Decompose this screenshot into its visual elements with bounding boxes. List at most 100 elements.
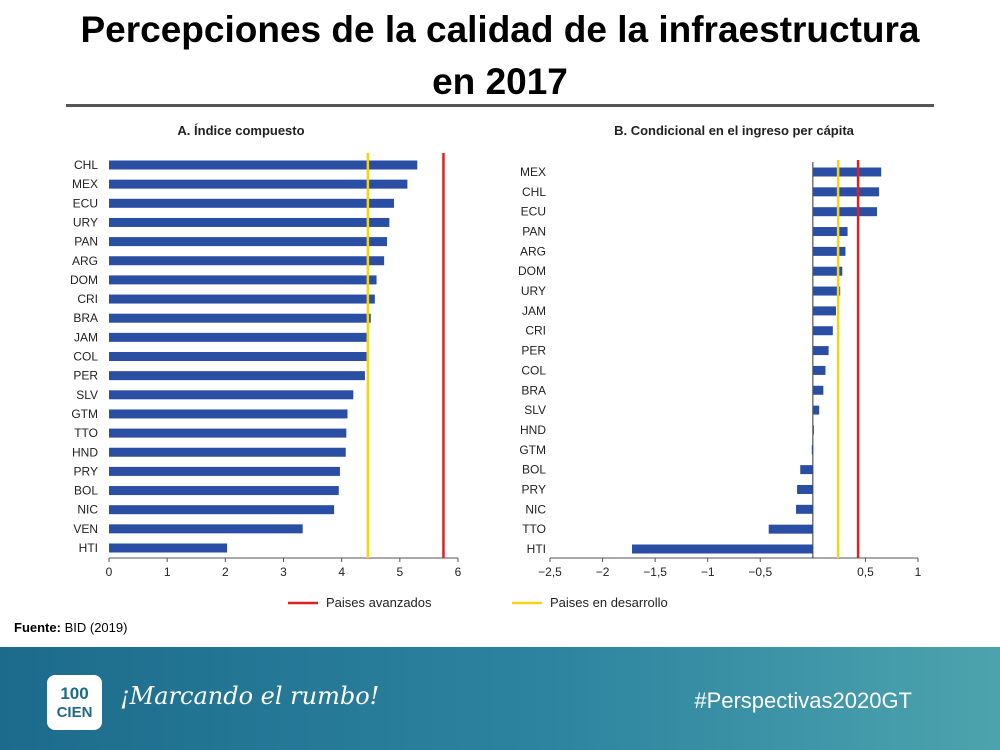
- chart-a-category-label: ECU: [73, 196, 98, 210]
- chart-a-x-tick-label: 3: [280, 565, 287, 579]
- chart-b-bar-nic: [796, 504, 813, 514]
- chart-b-category-label: URY: [521, 284, 546, 298]
- chart-b-bar-hnd: [812, 425, 814, 435]
- chart-a-bar-gtm: [109, 409, 348, 419]
- chart-a-bar-pry: [109, 466, 340, 476]
- chart-a-title: A. Índice compuesto: [177, 123, 304, 138]
- chart-b-x-tick-label: −0,5: [748, 565, 772, 579]
- chart-a-bar-chl: [109, 160, 418, 170]
- chart-b-category-label: SLV: [524, 403, 546, 417]
- chart-b-bar-gtm: [811, 445, 813, 455]
- chart-a-category-label: TTO: [74, 426, 98, 440]
- chart-a-bar-hti: [109, 543, 228, 553]
- chart-a-x-tick-label: 1: [164, 565, 171, 579]
- chart-b-category-label: HND: [520, 423, 546, 437]
- chart-a-x-tick-label: 4: [338, 565, 345, 579]
- chart-a-category-label: BRA: [73, 311, 98, 325]
- chart-b-category-label: BRA: [521, 383, 546, 397]
- source-note: Fuente: BID (2019): [14, 620, 127, 635]
- chart-b-bar-pan: [812, 227, 848, 237]
- chart-b-bar-arg: [812, 246, 846, 256]
- chart-a-x-tick-label: 6: [455, 565, 462, 579]
- cien-logo: 100 CIEN: [47, 675, 102, 730]
- chart-a-bar-ecu: [109, 198, 395, 208]
- chart-b-bar-col: [812, 365, 826, 375]
- chart-b-category-label: CHL: [522, 185, 546, 199]
- source-value: BID (2019): [64, 620, 128, 635]
- legend: Paises avanzados Paises en desarrollo: [288, 595, 668, 610]
- chart-b-category-label: PER: [521, 344, 546, 358]
- chart-a-bar-arg: [109, 256, 385, 266]
- logo-top-text: 100: [60, 684, 88, 703]
- chart-b-bar-bra: [812, 385, 824, 395]
- chart-b-bar-dom: [812, 266, 843, 276]
- chart-a-category-label: CRI: [77, 292, 98, 306]
- chart-b-category-label: HTI: [527, 542, 546, 556]
- chart-b: MEX CHL ECU PAN ARG DOM URY JAM CRI PER COL BRA SLV H…: [518, 160, 922, 579]
- chart-a-bar-hnd: [109, 447, 346, 457]
- chart-b-category-label: ECU: [521, 205, 546, 219]
- chart-a-category-label: PER: [73, 369, 98, 383]
- chart-a-x-tick-label: 2: [222, 565, 229, 579]
- chart-b-x-tick-label: −1: [701, 565, 715, 579]
- chart-a-category-label: COL: [73, 350, 98, 364]
- chart-b-x-tick-label: −2,5: [538, 565, 562, 579]
- chart-a-bar-col: [109, 352, 367, 361]
- logo-bottom-text: CIEN: [57, 704, 93, 721]
- chart-b-title: B. Condicional en el ingreso per cápita: [614, 123, 855, 138]
- chart-b-category-label: PRY: [522, 482, 546, 496]
- chart-a-category-label: URY: [73, 215, 98, 229]
- chart-a-bar-tto: [109, 428, 347, 438]
- chart-a-bar-bol: [109, 486, 339, 496]
- chart-a-bar-jam: [109, 332, 367, 342]
- chart-a-category-label: CHL: [74, 158, 98, 172]
- chart-b-category-label: TTO: [522, 522, 546, 536]
- chart-a: CHL MEX ECU URY PAN ARG DOM CRI BRA JAM COL PER SLV G…: [70, 153, 462, 579]
- chart-a-category-label: NIC: [77, 503, 98, 517]
- legend-developing-label: Paises en desarrollo: [550, 595, 668, 610]
- chart-b-bar-pry: [797, 484, 813, 494]
- chart-a-bar-bra: [109, 313, 371, 323]
- chart-b-category-label: NIC: [525, 502, 546, 516]
- chart-a-category-label: HTI: [79, 541, 98, 555]
- slogan: ¡Marcando el rumbo!: [120, 682, 380, 710]
- title-divider: [66, 104, 934, 107]
- chart-b-x-tick-label: −1,5: [643, 565, 667, 579]
- chart-b-category-label: BOL: [522, 463, 546, 477]
- chart-a-x-tick-label: 0: [106, 565, 113, 579]
- chart-b-category-label: CRI: [525, 324, 546, 338]
- chart-a-bar-ury: [109, 217, 390, 227]
- legend-advanced-label: Paises avanzados: [326, 595, 432, 610]
- chart-b-bar-cri: [812, 326, 833, 336]
- chart-b-category-label: JAM: [522, 304, 546, 318]
- slide-title-line2: en 2017: [432, 61, 568, 102]
- chart-a-category-label: ARG: [72, 254, 98, 268]
- chart-a-category-label: DOM: [70, 273, 98, 287]
- chart-b-category-label: COL: [521, 363, 546, 377]
- chart-a-category-label: SLV: [76, 388, 98, 402]
- chart-b-category-label: MEX: [520, 165, 546, 179]
- chart-b-bar-tto: [768, 524, 813, 534]
- chart-a-category-label: HND: [72, 445, 98, 459]
- chart-a-category-label: BOL: [74, 484, 98, 498]
- chart-b-x-tick-label: 0,5: [857, 565, 874, 579]
- chart-b-x-tick-label: −2: [596, 565, 610, 579]
- chart-a-category-label: VEN: [73, 522, 98, 536]
- chart-b-bar-ury: [812, 286, 841, 296]
- chart-a-category-label: PRY: [74, 464, 98, 478]
- chart-a-bar-mex: [109, 179, 408, 189]
- chart-a-bar-nic: [109, 505, 335, 515]
- chart-b-bar-jam: [812, 306, 836, 316]
- chart-a-bar-pan: [109, 237, 388, 247]
- chart-a-bar-slv: [109, 390, 354, 400]
- chart-b-bar-hti: [632, 544, 813, 554]
- chart-b-category-label: PAN: [522, 225, 546, 239]
- chart-b-bar-per: [812, 346, 829, 356]
- chart-svg: A. Índice compuesto B. Condicional en el…: [70, 123, 922, 610]
- chart-b-category-label: GTM: [519, 443, 546, 457]
- chart-b-bar-slv: [812, 405, 820, 415]
- figure-panel: A. Índice compuesto B. Condicional en el…: [60, 117, 940, 612]
- chart-a-category-label: PAN: [74, 235, 98, 249]
- chart-a-bar-dom: [109, 275, 377, 285]
- chart-a-category-label: JAM: [74, 330, 98, 344]
